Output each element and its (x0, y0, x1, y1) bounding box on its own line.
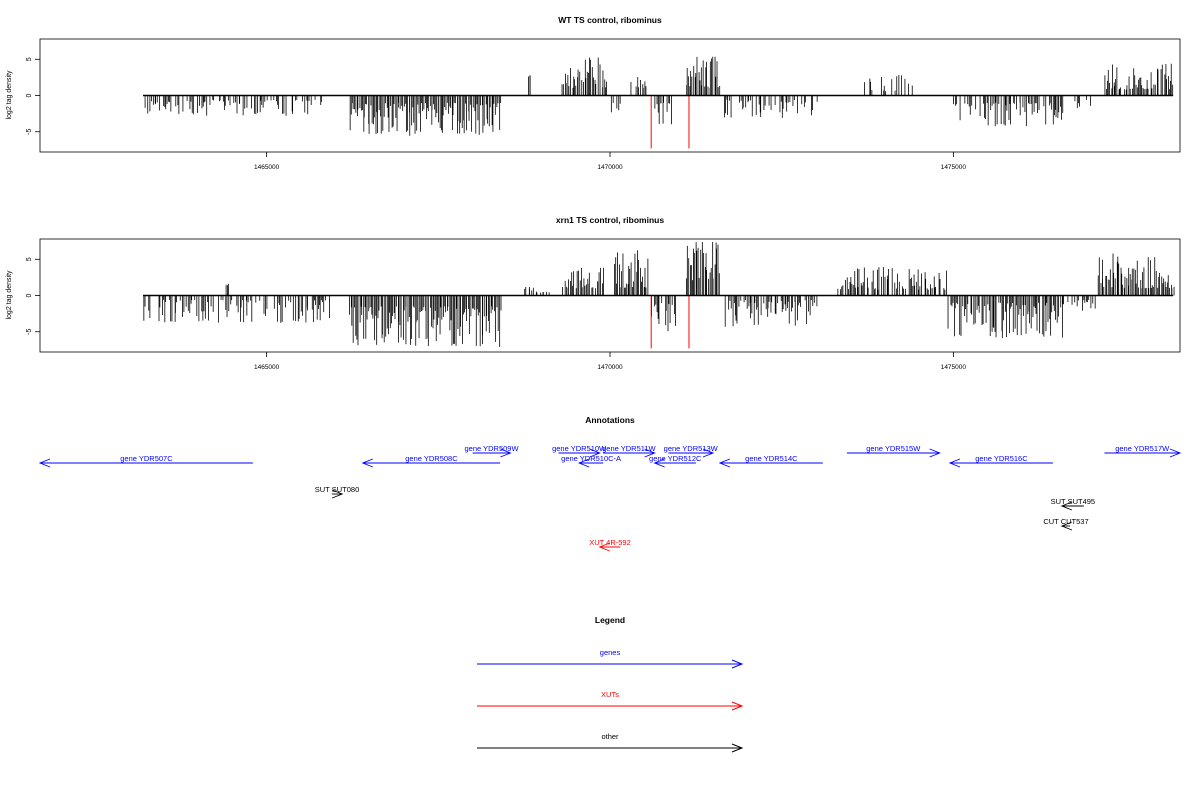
feature-label: gene YDR510W (552, 444, 607, 453)
feature-arrowhead (1060, 501, 1073, 511)
feature-arrowhead (1169, 448, 1182, 458)
feature-label: gene YDR514C (745, 454, 798, 463)
legend-label: XUTs (601, 690, 619, 699)
feature-gene-ydr516c: gene YDR516C (948, 454, 1053, 468)
xrn1-coverage-panel: xrn1 TS control, ribominus log2 tag dens… (6, 215, 1181, 371)
xrn1-y-axis-label: log2 tag density (6, 270, 13, 320)
legend-entry-xuts: XUTs (477, 690, 744, 711)
feature-gene-ydr513w: gene YDR513W (664, 444, 719, 458)
feature-sut-sut495: SUT SUT495 (1051, 497, 1095, 511)
x-tick-label: 1475000 (941, 164, 967, 171)
feature-gene-ydr510c-a: gene YDR510C-A (561, 454, 621, 468)
wt-panel-title: WT TS control, ribominus (558, 15, 662, 25)
x-tick-label: 1470000 (597, 364, 623, 371)
y-tick-label: -5 (26, 329, 33, 335)
wt-y-ticks: -5 0 5 (26, 57, 40, 135)
feature-arrowhead (332, 489, 344, 499)
feature-arrowhead (361, 458, 373, 468)
x-tick-label: 1475000 (941, 364, 967, 371)
feature-arrowhead (948, 458, 961, 468)
y-tick-label: 0 (26, 93, 33, 97)
x-tick-label: 1465000 (254, 364, 280, 371)
feature-gene-ydr511w: gene YDR511W (602, 444, 657, 458)
feature-label: gene YDR515W (866, 444, 921, 453)
feature-label: XUT 4R-592 (589, 538, 631, 547)
feature-gene-ydr512c: gene YDR512C (649, 454, 702, 468)
legend-label: genes (600, 648, 621, 657)
legend-entries: genes XUTs other (477, 648, 744, 753)
feature-sut-sut080: SUT SUT080 (315, 485, 359, 499)
xrn1-red-markers (650, 295, 690, 349)
legend-entry-other: other (477, 732, 744, 753)
feature-gene-ydr509w: gene YDR509W (465, 444, 520, 458)
legend-arrowhead (731, 659, 744, 669)
feature-label: SUT SUT080 (315, 485, 359, 494)
feature-label: gene YDR516C (975, 454, 1028, 463)
legend-title: Legend (595, 615, 625, 625)
feature-label: gene YDR507C (120, 454, 173, 463)
feature-cut-cut537: CUT CUT537 (1043, 517, 1089, 531)
feature-label: gene YDR510C-A (561, 454, 621, 463)
feature-label: gene YDR513W (664, 444, 719, 453)
feature-arrowhead (1060, 521, 1073, 531)
feature-arrowhead (598, 542, 610, 552)
wt-red-markers (650, 95, 690, 149)
feature-label: gene YDR517W (1115, 444, 1170, 453)
y-tick-label: -5 (26, 129, 33, 135)
xrn1-panel-title: xrn1 TS control, ribominus (556, 215, 664, 225)
xrn1-bars (143, 242, 1175, 347)
y-tick-label: 0 (26, 293, 33, 297)
feature-arrowhead (38, 458, 51, 468)
wt-y-axis: log2 tag density (6, 70, 13, 120)
legend-arrowhead (731, 743, 744, 753)
feature-label: gene YDR509W (465, 444, 520, 453)
xrn1-y-axis: log2 tag density (6, 270, 13, 320)
feature-label: gene YDR512C (649, 454, 702, 463)
x-tick-label: 1465000 (254, 164, 280, 171)
y-tick-label: 5 (26, 57, 33, 61)
annotations-panel: Annotations gene YDR507C gene YDR508Cgene… (38, 415, 1182, 552)
feature-arrowhead (589, 448, 601, 458)
legend-label: other (601, 732, 619, 741)
legend-entry-genes: genes (477, 648, 744, 669)
x-tick-label: 1470000 (597, 164, 623, 171)
wt-coverage-panel: WT TS control, ribominus log2 tag densit… (6, 15, 1181, 171)
feature-arrowhead (500, 448, 512, 458)
feature-arrowhead (644, 448, 656, 458)
feature-gene-ydr510w: gene YDR510W (552, 444, 607, 458)
feature-arrowhead (929, 448, 941, 458)
y-tick-label: 5 (26, 257, 33, 261)
annotations-title: Annotations (585, 415, 635, 425)
feature-gene-ydr507c: gene YDR507C (38, 454, 253, 468)
xrn1-y-ticks: -5 0 5 (26, 257, 40, 335)
feature-gene-ydr517w: gene YDR517W (1104, 444, 1182, 458)
wt-bars (144, 56, 1174, 136)
feature-arrowhead (718, 458, 731, 468)
feature-label: SUT SUT495 (1051, 497, 1095, 506)
feature-arrowhead (577, 458, 590, 468)
annotation-features: gene YDR507C gene YDR508C gene YDR509W gene… (38, 444, 1182, 552)
wt-y-axis-label: log2 tag density (6, 70, 13, 120)
feature-xut-4r-592: XUT 4R-592 (589, 538, 631, 552)
wt-x-ticks: 1465000 1470000 1475000 (254, 152, 966, 171)
feature-gene-ydr508c: gene YDR508C (361, 454, 501, 468)
feature-label: CUT CUT537 (1043, 517, 1088, 526)
feature-arrowhead (702, 448, 715, 458)
feature-arrowhead (653, 458, 665, 468)
feature-label: gene YDR508C (405, 454, 458, 463)
xrn1-x-ticks: 1465000 1470000 1475000 (254, 352, 966, 371)
legend-arrowhead (731, 701, 744, 711)
legend: Legend genes XUTs other (477, 615, 744, 753)
feature-gene-ydr514c: gene YDR514C (718, 454, 823, 468)
feature-label: gene YDR511W (602, 444, 656, 453)
feature-gene-ydr515w: gene YDR515W (846, 444, 941, 458)
